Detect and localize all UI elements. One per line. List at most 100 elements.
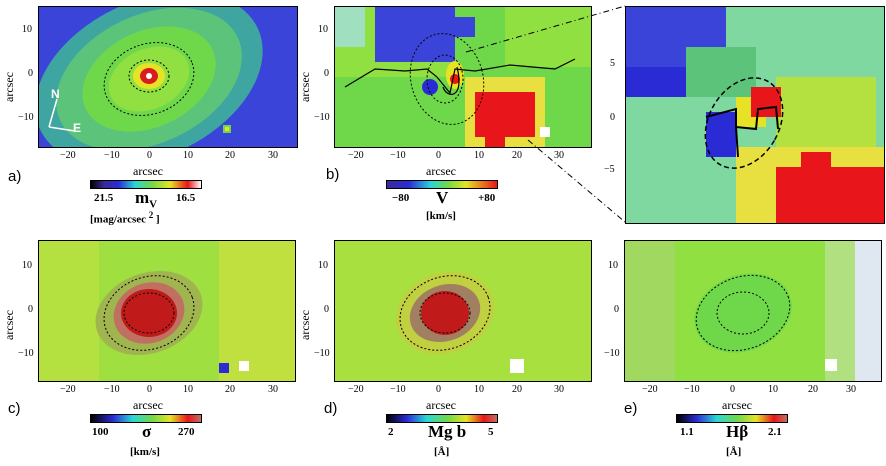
x-tick: 30	[268, 384, 278, 395]
x-tick: 30	[846, 384, 856, 395]
colorbar-symbol: Hβ	[726, 422, 749, 441]
hbeta-image	[625, 241, 881, 381]
x-tick: −10	[104, 150, 120, 161]
colorbar-unit: [mag/arcsec 2 ]	[90, 210, 160, 226]
colorbar-unit: [km/s]	[130, 446, 160, 458]
x-tick: 0	[147, 150, 152, 161]
y-tick: 0	[324, 304, 329, 315]
colorbar-min: 21.5	[94, 192, 114, 204]
x-tick: 30	[268, 150, 278, 161]
surface-brightness-map: N E	[38, 6, 298, 148]
x-tick: −20	[60, 384, 76, 395]
x-axis-label: arcsec	[426, 398, 456, 412]
panel-label: a)	[8, 168, 22, 185]
colorbar-symbol: mV	[135, 188, 158, 211]
colorbar-unit: [km/s]	[426, 210, 456, 222]
mgb-map	[334, 240, 592, 382]
zoom-velocity-map	[625, 6, 885, 224]
surface-brightness-image	[39, 7, 297, 147]
panel-label: c)	[8, 400, 21, 417]
panel-d: 10 0 −10 arcsec −20 −10 0 10 20 30 arcse…	[296, 232, 596, 466]
y-axis-label: arcsec	[2, 310, 16, 340]
x-tick: 0	[147, 384, 152, 395]
y-tick: 10	[318, 260, 328, 271]
x-tick: 10	[768, 384, 778, 395]
x-axis-label: arcsec	[722, 398, 752, 412]
panel-label: e)	[624, 400, 638, 417]
dispersion-image	[39, 241, 295, 381]
y-tick: −10	[314, 348, 330, 359]
colorbar-max: 16.5	[176, 192, 196, 204]
x-tick: 10	[183, 384, 193, 395]
colorbar-symbol: V	[436, 188, 449, 207]
colorbar-unit: [Å]	[726, 446, 742, 458]
compass-north-label: N	[51, 87, 60, 101]
colorbar-max: 270	[178, 426, 195, 438]
x-tick: 20	[225, 150, 235, 161]
compass: N E	[43, 87, 87, 135]
zoom-velocity-image	[626, 7, 884, 223]
y-tick: −10	[604, 348, 620, 359]
zoom-y-tick: −5	[604, 164, 615, 175]
x-tick: 10	[474, 384, 484, 395]
panel-b: 10 0 −10 arcsec −20 −10 0 10 20 30 arcse…	[296, 0, 596, 230]
colorbar-max: +80	[478, 192, 496, 204]
x-tick: 10	[474, 150, 484, 161]
colorbar-min: −80	[392, 192, 410, 204]
colorbar-max: 2.1	[768, 426, 782, 438]
x-axis-label: arcsec	[426, 164, 456, 178]
panel-label: d)	[324, 400, 338, 417]
colorbar	[386, 414, 498, 423]
panel-label: b)	[326, 166, 340, 183]
y-tick: −10	[18, 112, 34, 123]
y-tick: 0	[28, 304, 33, 315]
y-tick: 0	[28, 68, 33, 79]
colorbar	[676, 414, 788, 423]
x-tick: 20	[808, 384, 818, 395]
y-tick: 0	[324, 68, 329, 79]
x-tick: −20	[348, 150, 364, 161]
x-tick: −10	[104, 384, 120, 395]
colorbar-min: 1.1	[680, 426, 694, 438]
x-tick: 20	[225, 384, 235, 395]
x-tick: 0	[436, 150, 441, 161]
x-tick: 0	[436, 384, 441, 395]
x-axis-label: arcsec	[133, 164, 163, 178]
colorbar-symbol: Mg b	[428, 422, 467, 441]
colorbar-min: 2	[388, 426, 394, 438]
y-tick: 10	[22, 260, 32, 271]
x-axis-label: arcsec	[133, 398, 163, 412]
x-tick: −20	[348, 384, 364, 395]
x-tick: −10	[390, 150, 406, 161]
x-tick: −20	[642, 384, 658, 395]
x-tick: 20	[512, 150, 522, 161]
y-tick: 10	[608, 260, 618, 271]
colorbar-symbol: σ	[142, 422, 152, 441]
colorbar-max: 5	[488, 426, 494, 438]
zoom-y-tick: 5	[610, 58, 615, 69]
hbeta-map	[624, 240, 882, 382]
x-tick: −20	[60, 150, 76, 161]
dispersion-map	[38, 240, 296, 382]
panel-a: N E 10 0 −10 arcsec −20 −10 0 10 20 30 a…	[0, 0, 300, 230]
panel-e: 10 0 −10 −20 −10 0 10 20 30 arcsec e) 1.…	[590, 232, 886, 466]
panel-zoom: 5 0 −5	[598, 0, 886, 232]
y-axis-label: arcsec	[298, 310, 312, 340]
x-tick: 30	[554, 150, 564, 161]
x-tick: 10	[183, 150, 193, 161]
x-tick: 0	[730, 384, 735, 395]
panel-c: 10 0 −10 arcsec −20 −10 0 10 20 30 arcse…	[0, 232, 300, 466]
colorbar	[90, 180, 202, 189]
x-tick: −10	[684, 384, 700, 395]
colorbar	[90, 414, 202, 423]
compass-east-label: E	[73, 121, 82, 135]
x-tick: −10	[390, 384, 406, 395]
x-tick: 30	[554, 384, 564, 395]
colorbar-unit: [Å]	[434, 446, 450, 458]
y-tick: −10	[18, 348, 34, 359]
mgb-image	[335, 241, 591, 381]
y-tick: 10	[318, 24, 328, 35]
velocity-map	[334, 6, 592, 148]
colorbar-min: 100	[92, 426, 109, 438]
